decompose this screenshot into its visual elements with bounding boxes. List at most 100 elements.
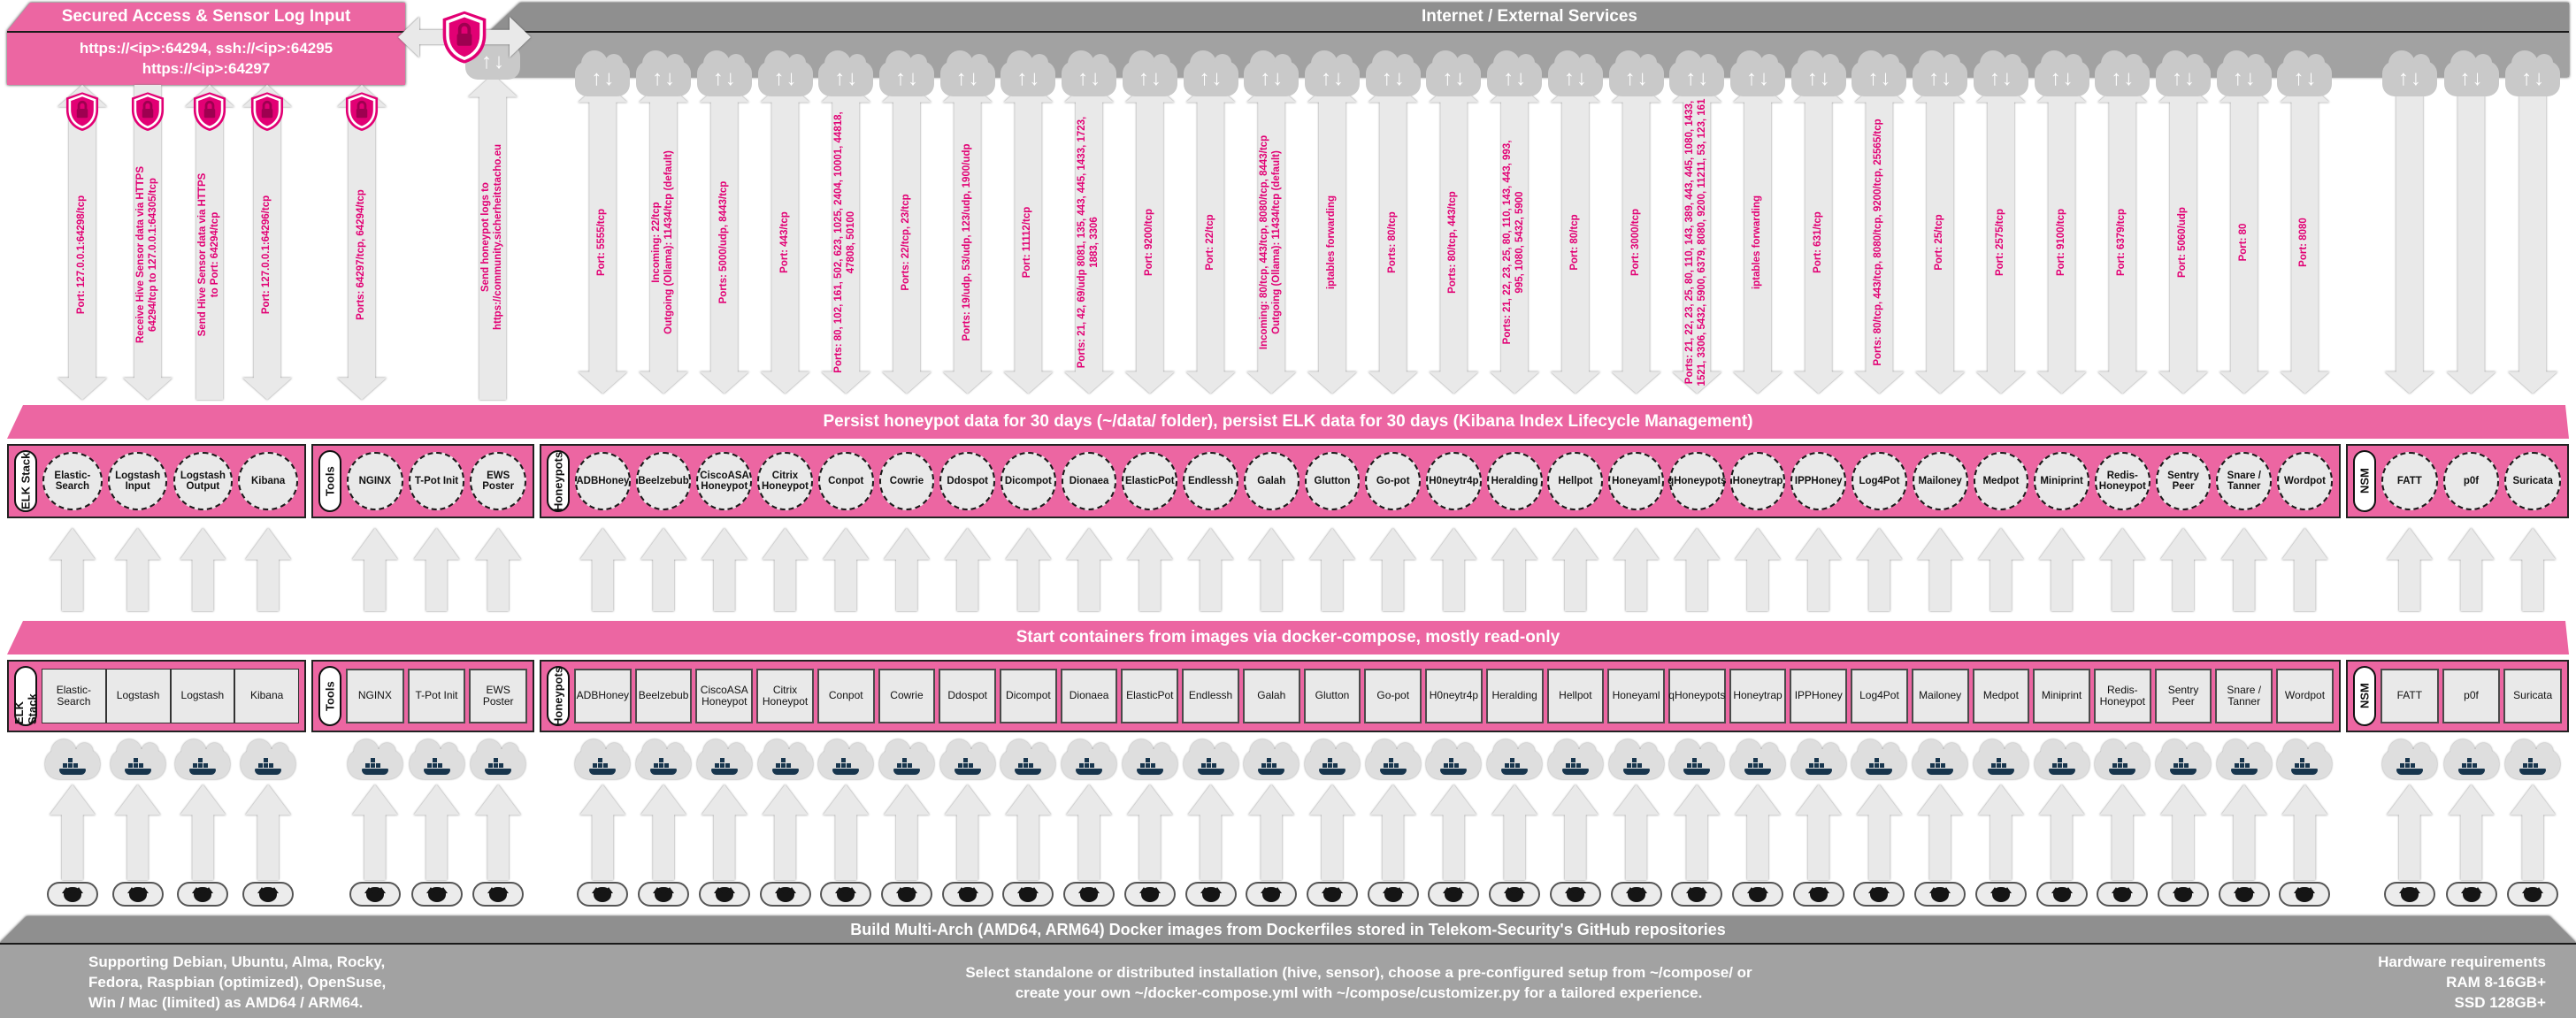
IPPHoney-port-arrow: ↑ ↓ Port: 631/tcp [1790, 50, 1847, 394]
arrow-shape [821, 80, 871, 394]
github-octocat-cloud-icon [1671, 882, 1723, 907]
Citrix Honeypot-port-arrow: ↑ ↓ Port: 443/tcp [756, 50, 814, 394]
cloud-up-down-arrows-icon: ↑ ↓ [1790, 50, 1846, 96]
arrow-shape [2036, 80, 2087, 394]
build-up-arrow [1369, 785, 1416, 880]
service-circle-Redis-Honeypot: Redis-Honeypot [2094, 452, 2150, 510]
github-octocat-cloud-icon [1732, 882, 1784, 907]
build-up-arrow [49, 785, 96, 880]
arrow-shape [2097, 80, 2148, 394]
build-up-arrow [413, 785, 460, 880]
start-up-arrow [823, 528, 870, 611]
arrow-shape [760, 80, 810, 394]
cloud-up-down-arrows-icon: ↑ ↓ [2216, 50, 2272, 96]
build-up-arrow [114, 785, 161, 880]
docker-whale-cloud-icon [2443, 739, 2499, 779]
arrow-shape [1611, 80, 1661, 394]
service-circle-ElasticPot: ElasticPot [1122, 452, 1178, 510]
docker-whale-cloud-icon [471, 739, 526, 779]
docker-whale-cloud-icon [636, 739, 692, 779]
Sentry Peer-port-arrow: ↑ ↓ Port: 5060/udp [2155, 50, 2212, 394]
hp-circle-segment: Honeypots ADBHoney Beelzebub CiscoASA Honey… [540, 444, 2341, 518]
cloud-up-down-arrows-icon: ↑ ↓ [2381, 50, 2437, 96]
service-box-Heralding: Heralding [1485, 669, 1544, 723]
build-up-arrow [2038, 785, 2085, 880]
build-up-arrow [2448, 785, 2495, 880]
start-up-arrow [351, 528, 398, 611]
shield-lock-icon [65, 91, 100, 132]
service-circle-FATT: FATT [2380, 452, 2438, 510]
cloud-up-down-arrows-icon: ↑ ↓ [1487, 50, 1543, 96]
service-box-Log4Pot: Log4Pot [1851, 669, 1908, 723]
cloud-up-down-arrows-icon: ↑ ↓ [878, 50, 934, 96]
start-up-arrow [1248, 528, 1295, 611]
H0neytr4p-port-arrow: ↑ ↓ Ports: 80/tcp, 443/tcp [1425, 50, 1483, 394]
docker-whale-cloud-icon [696, 739, 752, 779]
github-octocat-cloud-icon [2445, 882, 2497, 907]
arrow-shape [881, 80, 932, 394]
docker-whale-cloud-icon [241, 739, 296, 779]
start-up-arrow [2448, 528, 2495, 611]
group-label-nsm: NSM [2353, 666, 2376, 726]
service-circle-Mailoney: Mailoney [1912, 452, 1968, 510]
build-banner: Build Multi-Arch (AMD64, ARM64) Docker i… [0, 916, 2576, 1018]
docker-whale-cloud-icon [1365, 739, 1421, 779]
docker-whale-cloud-icon [1304, 739, 1360, 779]
arrow-shape [942, 80, 993, 394]
service-box-EWS Poster: EWS Poster [469, 669, 528, 723]
build-up-arrow [1308, 785, 1355, 880]
github-octocat-cloud-icon [1063, 882, 1116, 907]
build-up-arrow [823, 785, 870, 880]
start-up-arrow [1917, 528, 1964, 611]
service-circle-Medpot: Medpot [1973, 452, 2029, 510]
start-up-arrow [1430, 528, 1477, 611]
github-octocat-cloud-icon [177, 882, 229, 907]
arrow-shape [1307, 80, 1357, 394]
docker-whale-cloud-icon [347, 739, 402, 779]
arrow-shape [1185, 80, 1236, 394]
service-circle-Citrix Honeypot: Citrix Honeypot [757, 452, 813, 510]
start-up-arrow [2386, 528, 2433, 611]
arrow-shape [1490, 80, 1540, 394]
build-up-arrow [1552, 785, 1598, 880]
docker-whale-cloud-icon [1244, 739, 1300, 779]
build-banner-body: Supporting Debian, Ubuntu, Alma, Rocky, … [0, 943, 2576, 1018]
github-octocat-cloud-icon [1974, 882, 2027, 907]
service-box-Redis-Honeypot: Redis-Honeypot [2093, 669, 2151, 723]
service-box-Suricata: Suricata [2503, 669, 2563, 723]
Hellpot-port-arrow: ↑ ↓ Port: 80/tcp [1547, 50, 1605, 394]
arrow-shape [2508, 80, 2558, 394]
service-circle-Suricata: Suricata [2504, 452, 2562, 510]
service-circle-Beelzebub: Beelzebub [635, 452, 692, 510]
github-octocat-cloud-icon [1367, 882, 1419, 907]
service-box-Galah: Galah [1242, 669, 1300, 723]
docker-whale-cloud-icon [1183, 739, 1238, 779]
service-circle-Cowrie: Cowrie [878, 452, 935, 510]
arrow-shape [1064, 80, 1115, 394]
build-up-arrow [1856, 785, 1903, 880]
service-circle-T-Pot Init: T-Pot Init [408, 452, 465, 510]
docker-whale-cloud-icon [2505, 739, 2561, 779]
arrow-shape [1003, 80, 1054, 394]
docker-whale-cloud-icon [1000, 739, 1056, 779]
hp-up-segment [540, 522, 2341, 617]
build-up-arrow [1795, 785, 1842, 880]
github-octocat-cloud-icon [1428, 882, 1480, 907]
Endlessh-port-arrow: ↑ ↓ Port: 22/tcp [1182, 50, 1239, 394]
tools-build-segment [311, 736, 534, 913]
service-circle-NGINX: NGINX [346, 452, 403, 510]
start-banner: Start containers from images via docker-… [7, 621, 2569, 654]
start-up-arrow [1735, 528, 1782, 611]
service-circle-qHoneypots: qHoneypots [1668, 452, 1727, 510]
service-box-Hellpot: Hellpot [1546, 669, 1605, 723]
tools-box-segment: Tools NGINX T-Pot Init EWS Poster [311, 660, 534, 732]
github-octocat-cloud-icon [1610, 882, 1662, 907]
arrow-shape [699, 80, 749, 394]
service-circle-Logstash Input: Logstash Input [107, 452, 168, 510]
Go-pot-port-arrow: ↑ ↓ Ports: 80/tcp [1364, 50, 1422, 394]
FATT-port-arrow: ↑ ↓ [2380, 50, 2439, 394]
cloud-up-down-arrows-icon: ↑ ↓ [1062, 50, 1117, 96]
github-octocat-cloud-icon [410, 882, 463, 907]
arrow-shape [1246, 80, 1297, 394]
service-circle-Dionaea: Dionaea [1061, 452, 1117, 510]
